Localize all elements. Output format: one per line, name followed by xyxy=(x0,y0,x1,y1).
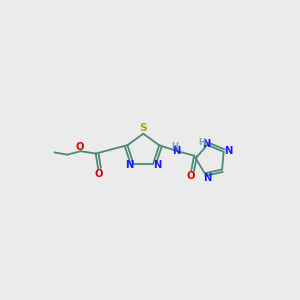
Text: H: H xyxy=(199,138,206,147)
Text: O: O xyxy=(94,169,103,178)
Text: N: N xyxy=(203,172,212,183)
Text: N: N xyxy=(172,146,181,156)
Text: N: N xyxy=(125,160,134,170)
Text: N: N xyxy=(153,160,161,170)
Text: O: O xyxy=(187,171,195,181)
Text: H: H xyxy=(171,142,178,151)
Text: S: S xyxy=(140,123,147,133)
Text: O: O xyxy=(76,142,84,152)
Text: N: N xyxy=(202,139,210,149)
Text: N: N xyxy=(224,146,232,156)
